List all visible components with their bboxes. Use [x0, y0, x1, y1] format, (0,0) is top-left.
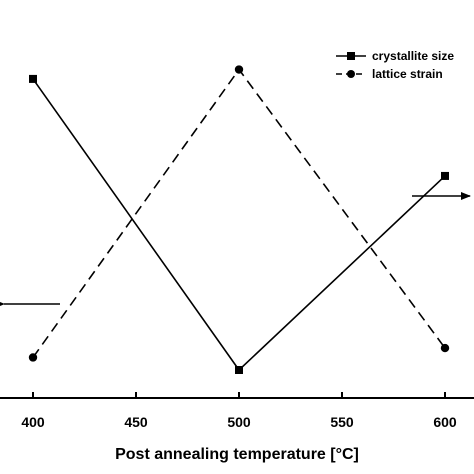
data-point-crystallite-size [235, 366, 243, 374]
data-point-crystallite-size [441, 171, 449, 180]
x-axis-ticks: 400 450 500 550 600 [21, 392, 457, 430]
legend: crystallite size lattice strain [336, 49, 454, 81]
series-layer [28, 65, 450, 374]
x-tick-label: 550 [330, 414, 354, 430]
x-tick-label: 400 [21, 414, 45, 430]
data-point-lattice-strain [234, 65, 244, 74]
data-point-crystallite-size [29, 74, 37, 83]
legend-label-lattice-strain: lattice strain [372, 67, 443, 81]
x-tick-label: 500 [227, 414, 251, 430]
x-tick-label: 600 [433, 414, 457, 430]
series-line-lattice-strain [32, 68, 446, 358]
data-point-lattice-strain [28, 353, 38, 362]
series-line-crystallite-size [32, 78, 446, 372]
legend-label-crystallite-size: crystallite size [372, 49, 454, 63]
legend-item-lattice-strain: lattice strain [336, 67, 443, 81]
x-tick-label: 450 [124, 414, 148, 430]
legend-square-marker [347, 52, 355, 60]
legend-circle-marker [347, 70, 355, 78]
legend-item-crystallite-size: crystallite size [336, 49, 454, 63]
data-point-lattice-strain [440, 343, 450, 353]
x-axis-title: Post annealing temperature [°C] [115, 446, 359, 463]
